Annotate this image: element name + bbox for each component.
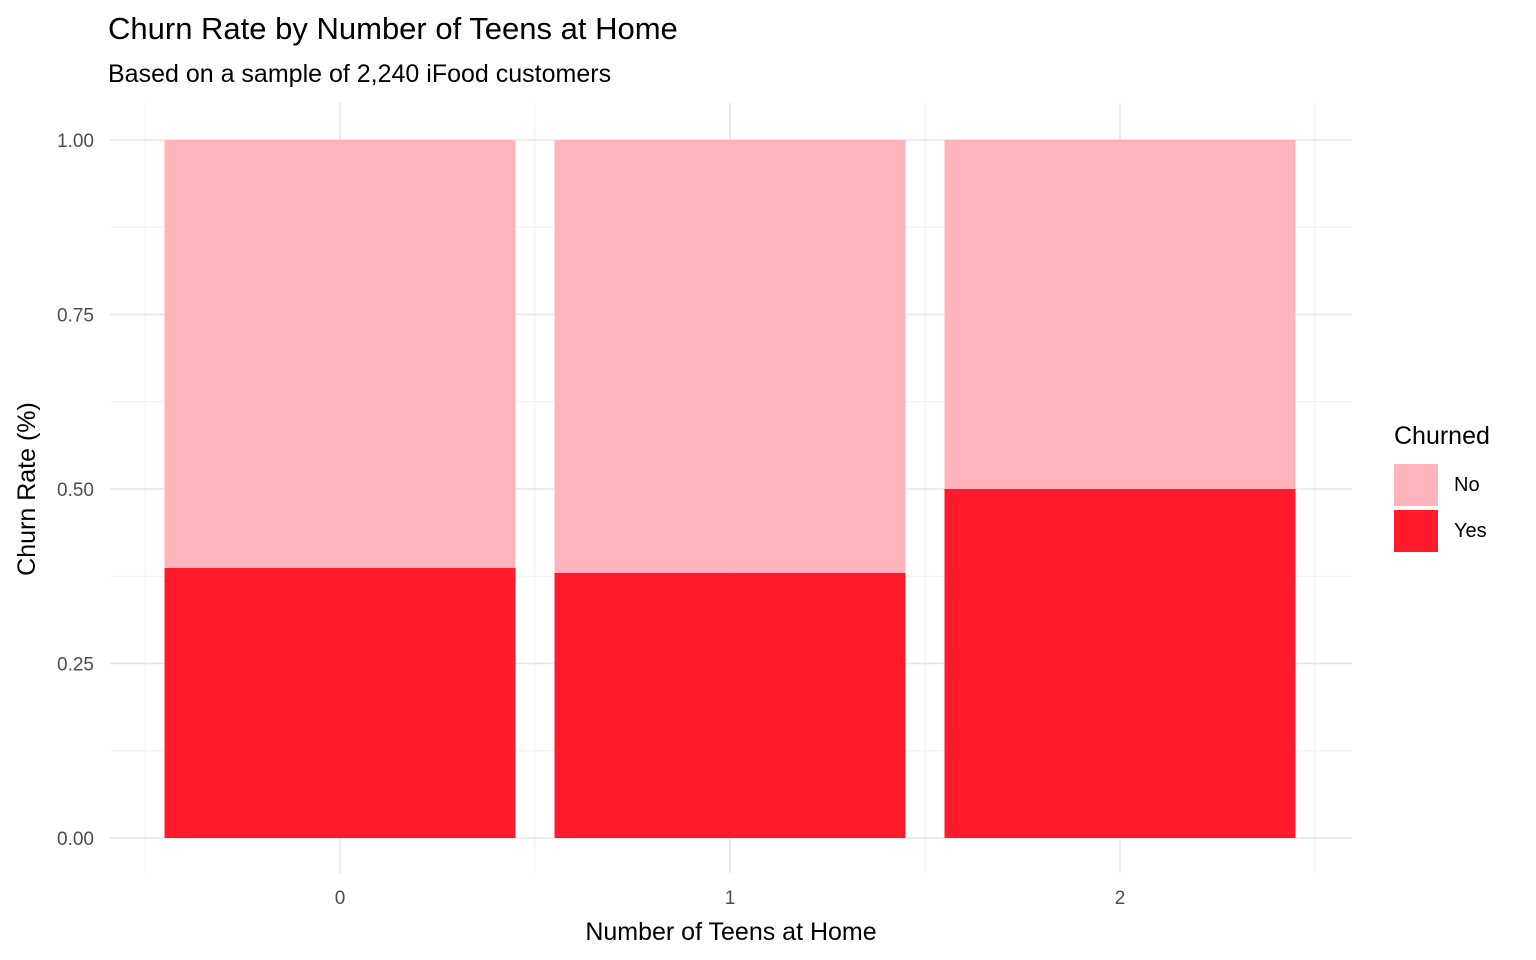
bar-no-2 [944,140,1296,489]
y-tick-labels: 0.00 0.25 0.50 0.75 1.00 [57,131,94,850]
bar-yes-0 [164,567,516,838]
legend-key-no [1394,464,1438,506]
legend-item-yes: Yes [1394,508,1490,554]
y-tick-label: 0.00 [57,829,94,850]
y-axis-title: Churn Rate (%) [13,402,41,576]
y-tick-label: 0.75 [57,306,94,327]
y-tick-label: 0.50 [57,480,94,501]
x-axis-title: Number of Teens at Home [585,918,876,946]
bar-yes-2 [944,489,1296,838]
bar-no-1 [554,140,906,573]
x-tick-label: 0 [335,888,346,909]
bar-yes-1 [554,572,906,838]
legend: Churned No Yes [1394,418,1490,554]
x-tick-labels: 0 1 2 [335,888,1126,909]
chart-title: Churn Rate by Number of Teens at Home [108,11,678,46]
x-tick-label: 1 [725,888,736,909]
bar-no-0 [164,140,516,568]
legend-key-yes [1394,510,1438,552]
legend-label-no: No [1454,473,1480,496]
legend-label-yes: Yes [1454,519,1487,542]
y-tick-label: 0.25 [57,655,94,676]
legend-title: Churned [1394,422,1490,450]
chart-subtitle: Based on a sample of 2,240 iFood custome… [108,60,612,88]
bars [164,140,1296,838]
legend-item-no: No [1394,462,1490,508]
x-tick-label: 2 [1115,888,1126,909]
y-tick-label: 1.00 [57,131,94,152]
